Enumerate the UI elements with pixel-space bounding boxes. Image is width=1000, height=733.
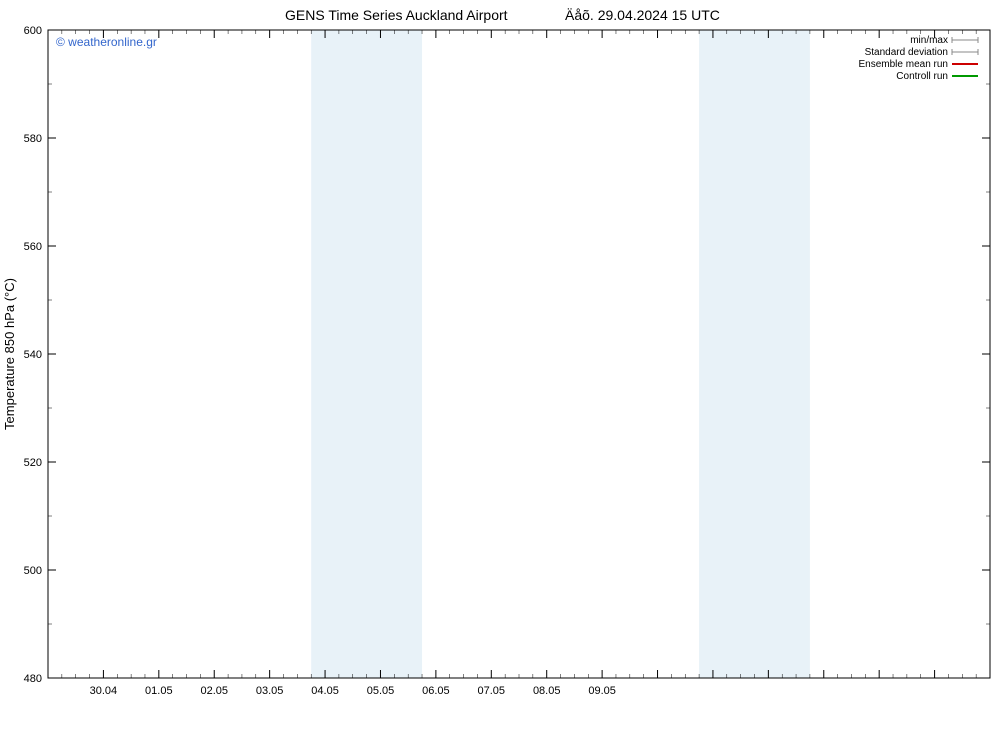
y-tick-label: 580	[24, 133, 42, 145]
chart-container: GENS Time Series Auckland Airport Äåõ. 2…	[0, 0, 1000, 733]
watermark: © weatheronline.gr	[56, 35, 157, 49]
y-tick-label: 600	[24, 25, 42, 37]
x-tick-label: 02.05	[200, 685, 228, 697]
y-tick-label: 520	[24, 457, 42, 469]
legend-label: Ensemble mean run	[859, 59, 949, 70]
shaded-band	[311, 30, 422, 678]
legend-label: Standard deviation	[865, 47, 948, 58]
x-tick-label: 04.05	[311, 685, 339, 697]
x-tick-label: 09.05	[588, 685, 616, 697]
y-tick-label: 540	[24, 349, 42, 361]
x-tick-label: 03.05	[256, 685, 284, 697]
y-tick-label: 500	[24, 565, 42, 577]
chart-svg: GENS Time Series Auckland Airport Äåõ. 2…	[0, 0, 1000, 733]
x-tick-label: 30.04	[90, 685, 118, 697]
x-tick-label: 07.05	[478, 685, 506, 697]
y-axis-title: Temperature 850 hPa (°C)	[2, 278, 17, 430]
chart-title-left: GENS Time Series Auckland Airport	[285, 7, 508, 23]
chart-title-right: Äåõ. 29.04.2024 15 UTC	[565, 7, 720, 23]
shaded-band	[699, 30, 810, 678]
legend: min/maxStandard deviationEnsemble mean r…	[859, 35, 979, 82]
y-tick-label: 560	[24, 241, 42, 253]
legend-label: min/max	[910, 35, 948, 46]
y-tick-label: 480	[24, 673, 42, 685]
x-tick-label: 08.05	[533, 685, 561, 697]
legend-label: Controll run	[896, 71, 948, 82]
x-axis: 30.04 01.05 02.05 03.05 04.05 05.05 06.05 07.05…	[48, 30, 990, 697]
plot-area: © weatheronline.gr 480 500 520 540 560 580 600…	[24, 25, 990, 697]
y-axis: 480 500 520 540 560 580 600	[24, 25, 990, 685]
plot-border	[48, 30, 990, 678]
x-tick-label: 05.05	[367, 685, 395, 697]
x-tick-label: 01.05	[145, 685, 173, 697]
x-tick-label: 06.05	[422, 685, 450, 697]
shaded-bands	[311, 30, 810, 678]
